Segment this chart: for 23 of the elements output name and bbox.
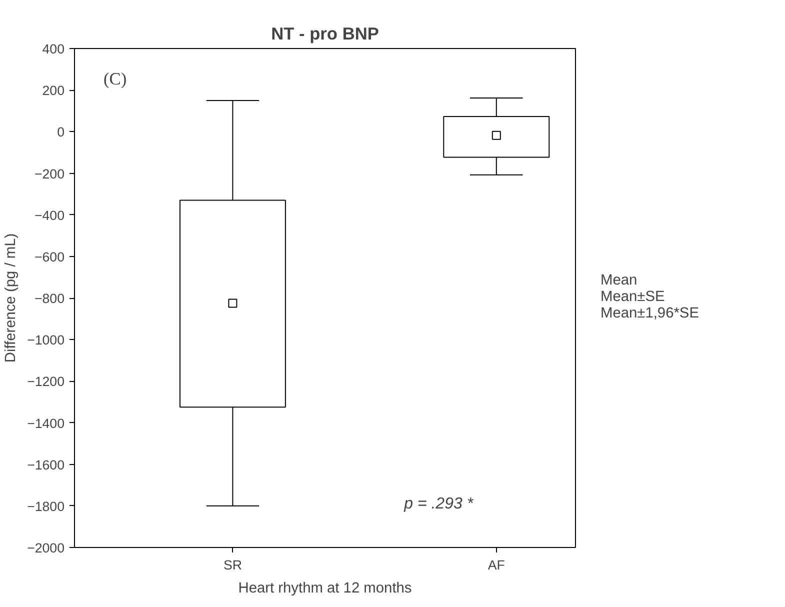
y-axis-title: Difference (pg / mL) [3, 233, 20, 363]
y-tick-label: −400 [34, 208, 65, 223]
y-tick-label: −600 [34, 249, 65, 264]
y-tick-label: −1200 [27, 374, 65, 390]
annotation: (C) [104, 69, 127, 88]
text: Mean±1,96*SE [600, 305, 700, 322]
y-tick-label: −800 [34, 291, 65, 306]
y-tick-label: 400 [42, 42, 65, 56]
chart-title: NT - pro BNP [271, 24, 379, 44]
y-tick-label: 0 [57, 124, 65, 140]
x-tick-label: AF [488, 558, 505, 572]
y-tick-label: −1000 [27, 332, 65, 348]
y-tick-label: −1800 [27, 498, 65, 514]
y-tick-label: −2000 [27, 540, 65, 556]
annotation: p = .293 * [403, 496, 474, 513]
text: Mean [600, 272, 638, 289]
y-tick-label: −1600 [27, 457, 65, 472]
y-tick-label: −200 [34, 166, 65, 182]
y-tick-label: −1400 [27, 416, 65, 431]
x-tick-label: SR [223, 558, 242, 572]
y-tick-label: 200 [42, 83, 65, 98]
text: Mean±SE [600, 289, 665, 305]
x-axis-title: Heart rhythm at 12 months [238, 580, 412, 596]
